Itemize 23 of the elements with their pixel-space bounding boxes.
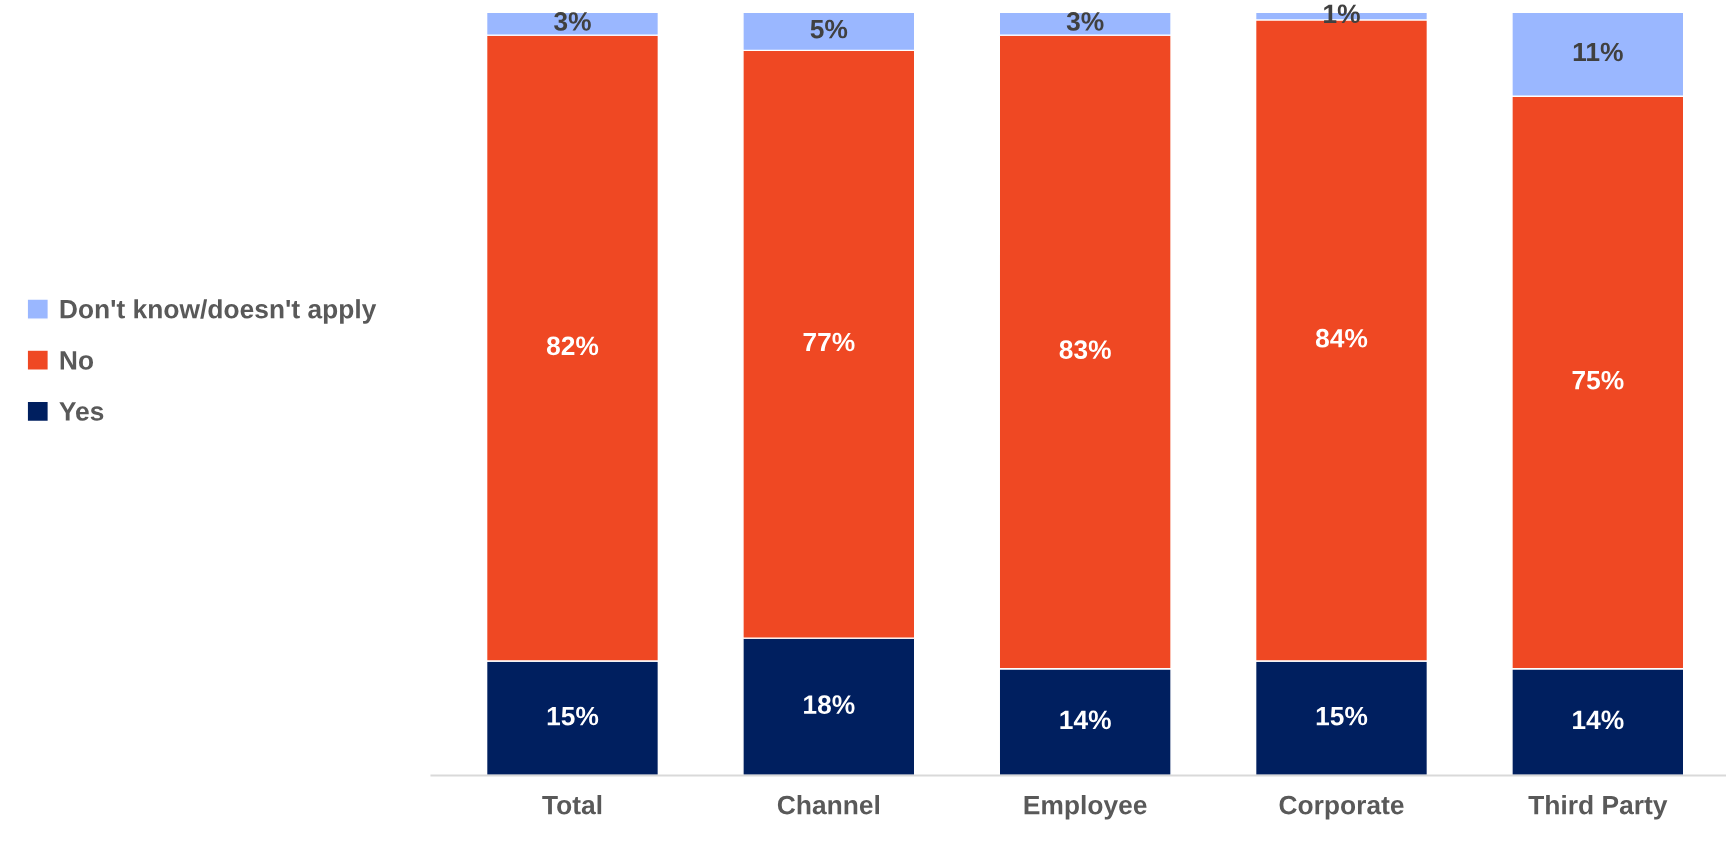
data-label: 77% bbox=[803, 332, 855, 352]
x-tick-label: Total bbox=[542, 795, 602, 815]
legend-label: Yes bbox=[59, 402, 104, 421]
x-tick-label: Third Party bbox=[1528, 795, 1668, 820]
data-label: 82% bbox=[546, 336, 599, 356]
data-label: 75% bbox=[1572, 370, 1624, 390]
x-tick-label: Channel bbox=[777, 795, 880, 815]
data-label: 1% bbox=[1324, 4, 1360, 24]
data-label: 14% bbox=[1060, 710, 1111, 730]
data-label: 11% bbox=[1573, 42, 1623, 62]
legend-label: No bbox=[60, 351, 94, 370]
data-label: 83% bbox=[1059, 340, 1111, 360]
x-tick-label: Corporate bbox=[1279, 795, 1404, 820]
legend-label: Don't know/doesn't apply bbox=[60, 299, 377, 324]
data-label: 18% bbox=[804, 695, 855, 714]
data-label: 14% bbox=[1573, 710, 1624, 730]
data-label: 15% bbox=[1316, 706, 1368, 726]
x-tick-label: Employee bbox=[1024, 795, 1147, 820]
data-label: 3% bbox=[554, 12, 591, 31]
data-label: 5% bbox=[810, 19, 848, 39]
data-label: 84% bbox=[1315, 328, 1368, 348]
data-label: 15% bbox=[547, 706, 599, 726]
data-label: 3% bbox=[1066, 12, 1104, 31]
